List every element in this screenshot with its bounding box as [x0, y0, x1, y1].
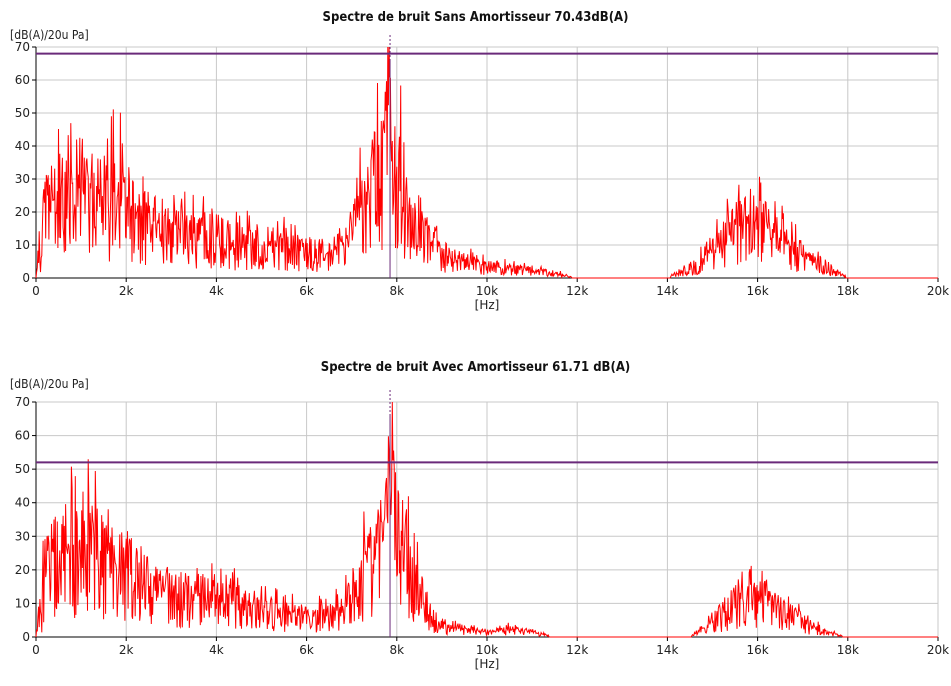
y-tick-label: 30: [15, 529, 30, 543]
x-tick-label: 12k: [566, 284, 588, 298]
x-tick-label: 12k: [566, 643, 588, 657]
x-tick-label: 16k: [746, 643, 768, 657]
x-tick-label: 18k: [837, 643, 859, 657]
y-tick-label: 40: [15, 139, 30, 153]
x-tick-label: 20k: [927, 643, 949, 657]
y-tick-label: 70: [15, 40, 30, 54]
chart-title: Spectre de bruit Sans Amortisseur 70.43d…: [322, 10, 629, 25]
spectrum-chart-sans-amortisseur: 0 2k 4k 6k 8k 10k 12k 14k 16k 18k 20k 0 10 20 30 40 50 60…: [15, 35, 949, 312]
y-tick-label: 20: [15, 205, 30, 219]
y-axis-label: [dB(A)/20u Pa]: [10, 28, 89, 42]
y-tick-label: 20: [15, 563, 30, 577]
x-tick-label: 10k: [476, 643, 498, 657]
y-tick-label: 10: [15, 596, 30, 610]
x-tick-label: 6k: [299, 284, 314, 298]
y-axis-label: [dB(A)/20u Pa]: [10, 377, 89, 391]
spectrum-trace: [35, 46, 938, 280]
y-tick-label: 60: [15, 73, 30, 87]
x-tick-label: 6k: [299, 643, 314, 657]
x-tick-label: 0: [32, 643, 40, 657]
y-tick-label: 50: [15, 462, 30, 476]
x-tick-label: 2k: [119, 284, 134, 298]
spectrum-chart-avec-amortisseur: 0 2k 4k 6k 8k 10k 12k 14k 16k 18k 20k 0 10 20 30 40 50 60…: [15, 390, 949, 671]
y-tick-label: 30: [15, 172, 30, 186]
x-tick-label: 14k: [656, 284, 678, 298]
y-tick-label: 60: [15, 429, 30, 443]
chart-panel-sans-amortisseur: Spectre de bruit Sans Amortisseur 70.43d…: [0, 0, 951, 330]
x-axis-label: [Hz]: [475, 657, 500, 671]
x-tick-label: 18k: [837, 284, 859, 298]
x-tick-label: 8k: [390, 643, 405, 657]
x-tick-label: 8k: [390, 284, 405, 298]
y-tick-label: 40: [15, 496, 30, 510]
chart-panel-avec-amortisseur: Spectre de bruit Avec Amortisseur 61.71 …: [0, 355, 951, 686]
y-tick-label: 0: [22, 271, 30, 285]
y-tick-label: 0: [22, 630, 30, 644]
x-tick-label: 10k: [476, 284, 498, 298]
x-tick-label: 4k: [209, 284, 224, 298]
x-tick-label: 14k: [656, 643, 678, 657]
y-tick-label: 70: [15, 395, 30, 409]
y-tick-label: 10: [15, 238, 30, 252]
x-tick-label: 4k: [209, 643, 224, 657]
spectrum-trace: [35, 401, 938, 638]
x-tick-label: 16k: [746, 284, 768, 298]
x-tick-label: 20k: [927, 284, 949, 298]
x-tick-label: 0: [32, 284, 40, 298]
x-tick-label: 2k: [119, 643, 134, 657]
chart-title: Spectre de bruit Avec Amortisseur 61.71 …: [320, 360, 631, 375]
y-tick-label: 50: [15, 106, 30, 120]
x-axis-label: [Hz]: [475, 298, 500, 312]
